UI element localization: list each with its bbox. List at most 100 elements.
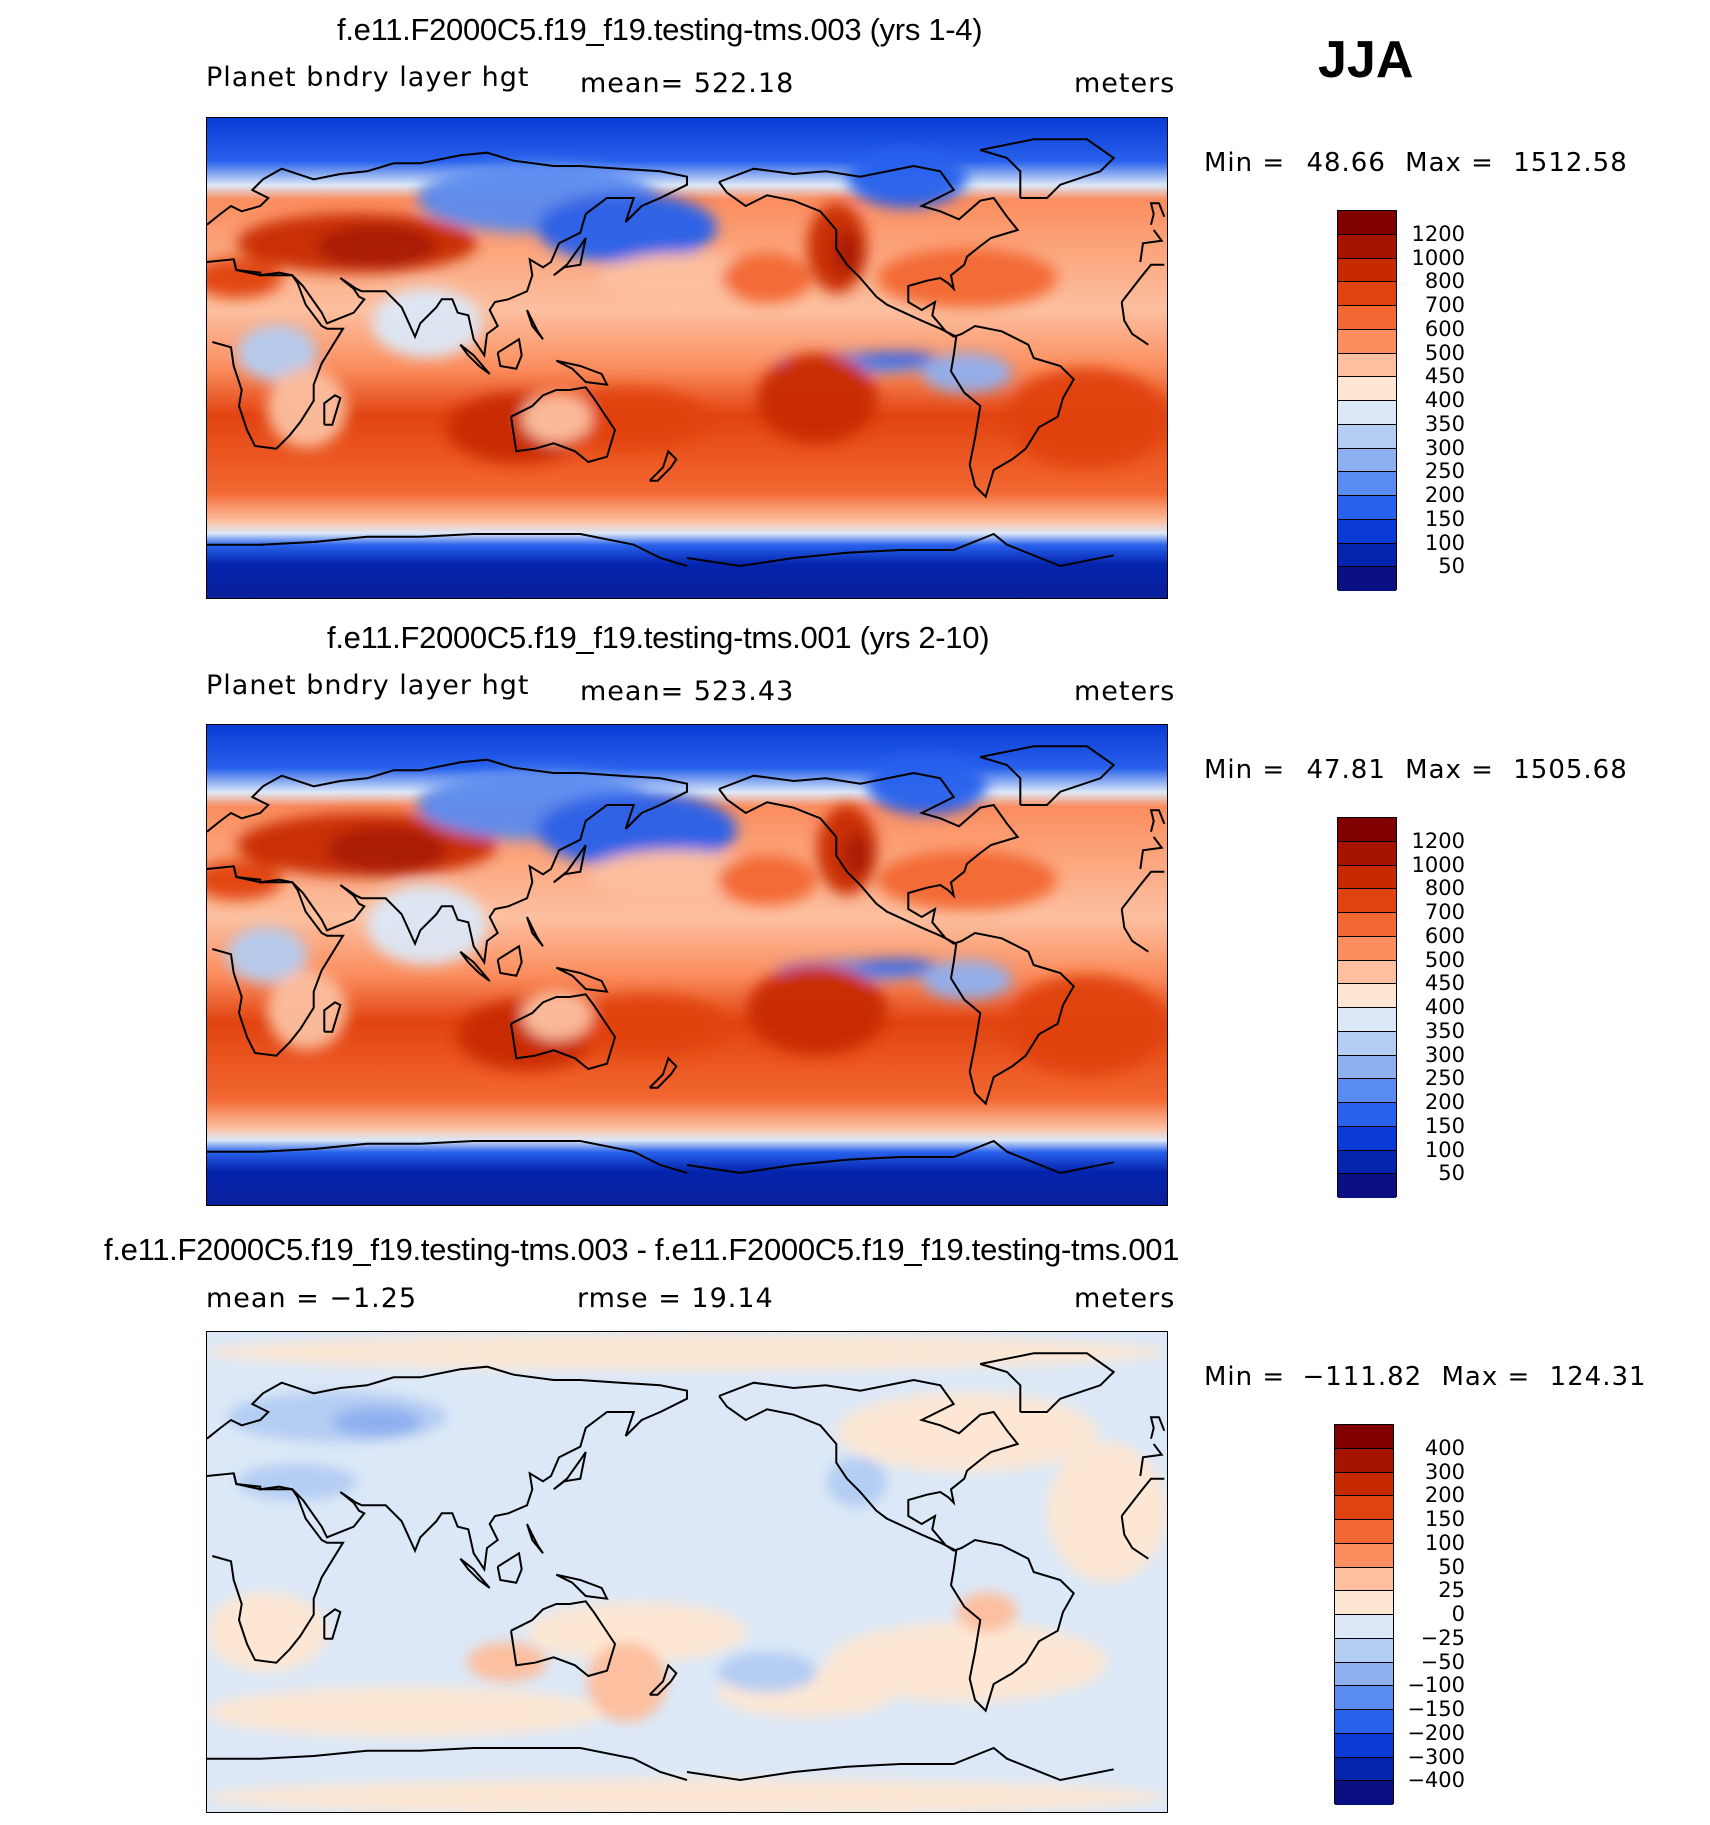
coastline (526, 1523, 544, 1554)
panel2-title: f.e11.F2000C5.f19_f19.testing-tms.001 (y… (327, 620, 990, 655)
colorbar-tick-label: 150 (1424, 1113, 1465, 1138)
colorbar-tick-label: 400 (1424, 388, 1465, 412)
panel3-min-label: Min = (1204, 1362, 1286, 1392)
colorbar-swatch (1338, 1008, 1396, 1032)
coastline (718, 1378, 1075, 1713)
colorbar-tick-label: 200 (1424, 1483, 1465, 1508)
coastline (526, 309, 544, 340)
colorbar-tick-label: 100 (1424, 1530, 1465, 1555)
coastline (553, 1451, 587, 1491)
colorbar-tick-label: 150 (1424, 1507, 1465, 1531)
colorbar-swatch (1338, 377, 1396, 401)
coastline (648, 449, 678, 482)
colorbar-swatch (1338, 567, 1396, 591)
colorbar-tick-label: 250 (1424, 459, 1465, 484)
colorbar-tick-label: 700 (1424, 293, 1465, 317)
panel3-max-value: 124.31 (1549, 1362, 1647, 1392)
coastline (459, 1557, 491, 1589)
colorbar-tick-label: 50 (1438, 1161, 1465, 1186)
panel1-colorbar (1337, 210, 1397, 591)
coastline (212, 259, 1165, 450)
colorbar-tick-label: 1000 (1411, 852, 1465, 877)
colorbar-tick-label: 450 (1424, 364, 1465, 389)
panel2-units-label: meters (1074, 676, 1176, 707)
panel2-colorbar (1337, 817, 1397, 1198)
colorbar-swatch (1338, 984, 1396, 1008)
colorbar-swatch (1338, 1174, 1396, 1198)
panel1-min-label: Min = (1204, 148, 1286, 178)
colorbar-tick-label: −400 (1407, 1768, 1465, 1793)
colorbar-swatch (1335, 1757, 1393, 1782)
coastline (459, 343, 491, 375)
colorbar-swatch (1335, 1520, 1393, 1544)
colorbar-tick-label: 100 (1424, 1137, 1465, 1162)
colorbar-swatch (1338, 1103, 1396, 1127)
colorbar-swatch (1338, 519, 1396, 544)
panel2-coastlines (207, 745, 1166, 1175)
colorbar-tick-label: 50 (1438, 554, 1465, 579)
panel3-rmse-label: rmse = 19.14 (577, 1283, 774, 1314)
colorbar-tick-label: 700 (1424, 900, 1465, 924)
colorbar-tick-label: 450 (1424, 971, 1465, 996)
colorbar-tick-label: −300 (1407, 1744, 1465, 1769)
colorbar-tick-label: 0 (1451, 1602, 1465, 1626)
colorbar-swatch (1335, 1472, 1393, 1497)
panel2-max-label: Max = (1405, 755, 1494, 785)
colorbar-swatch (1338, 424, 1396, 449)
colorbar-tick-label: 500 (1424, 340, 1465, 365)
colorbar-tick-label: 350 (1424, 411, 1465, 436)
colorbar-swatch (1338, 1031, 1396, 1056)
panel1-title: f.e11.F2000C5.f19_f19.testing-tms.003 (y… (337, 12, 983, 47)
colorbar-tick-label: −100 (1407, 1673, 1465, 1698)
panel3-coastlines (207, 1352, 1166, 1782)
coastline (526, 916, 544, 947)
colorbar-tick-label: 50 (1438, 1554, 1465, 1579)
colorbar-swatch (1335, 1543, 1393, 1568)
colorbar-swatch (1338, 211, 1396, 235)
colorbar-tick-label: 300 (1424, 1459, 1465, 1484)
coastline (323, 1001, 342, 1033)
colorbar-swatch (1338, 401, 1396, 425)
colorbar-swatch (1335, 1448, 1393, 1473)
colorbar-tick-label: 1000 (1411, 245, 1465, 270)
colorbar-swatch (1338, 258, 1396, 283)
panel2-mean-label: mean= 523.43 (580, 676, 795, 707)
coastline (510, 386, 617, 464)
coastline (1149, 1416, 1166, 1439)
panel2-max-value: 1505.68 (1513, 755, 1628, 785)
colorbar-swatch (1338, 306, 1396, 330)
colorbar-tick-label: 150 (1424, 506, 1465, 531)
panel1-max-label: Max = (1405, 148, 1494, 178)
coastline (718, 771, 1075, 1106)
coastline (1149, 809, 1166, 832)
colorbar-swatch (1338, 1079, 1396, 1103)
colorbar-swatch (1335, 1425, 1393, 1449)
coastline (980, 1352, 1116, 1413)
colorbar-swatch (1338, 841, 1396, 866)
colorbar-swatch (1335, 1591, 1393, 1615)
colorbar-swatch (1338, 1150, 1396, 1175)
coastline (648, 1056, 678, 1089)
colorbar-swatch (1335, 1638, 1393, 1663)
colorbar-tick-label: 300 (1424, 435, 1465, 460)
colorbar-swatch (1338, 472, 1396, 496)
colorbar-tick-label: 400 (1424, 995, 1465, 1019)
coastline (212, 866, 1165, 1057)
coastline (496, 337, 523, 370)
colorbar-tick-label: 600 (1424, 316, 1465, 341)
coastline (510, 1600, 617, 1678)
coastline (496, 944, 523, 977)
coastline (980, 138, 1116, 199)
panel3-max-label: Max = (1441, 1362, 1531, 1392)
panel3-map (206, 1331, 1168, 1813)
colorbar-swatch (1335, 1781, 1393, 1805)
colorbar-swatch (1335, 1615, 1393, 1639)
colorbar-tick-label: 1200 (1411, 221, 1465, 246)
colorbar-tick-label: −150 (1407, 1697, 1465, 1721)
coastline (555, 359, 609, 386)
colorbar-tick-label: 800 (1424, 269, 1465, 294)
colorbar-swatch (1338, 1126, 1396, 1151)
coastline (496, 1551, 523, 1584)
colorbar-swatch (1335, 1567, 1393, 1592)
panel2-map (206, 724, 1168, 1206)
